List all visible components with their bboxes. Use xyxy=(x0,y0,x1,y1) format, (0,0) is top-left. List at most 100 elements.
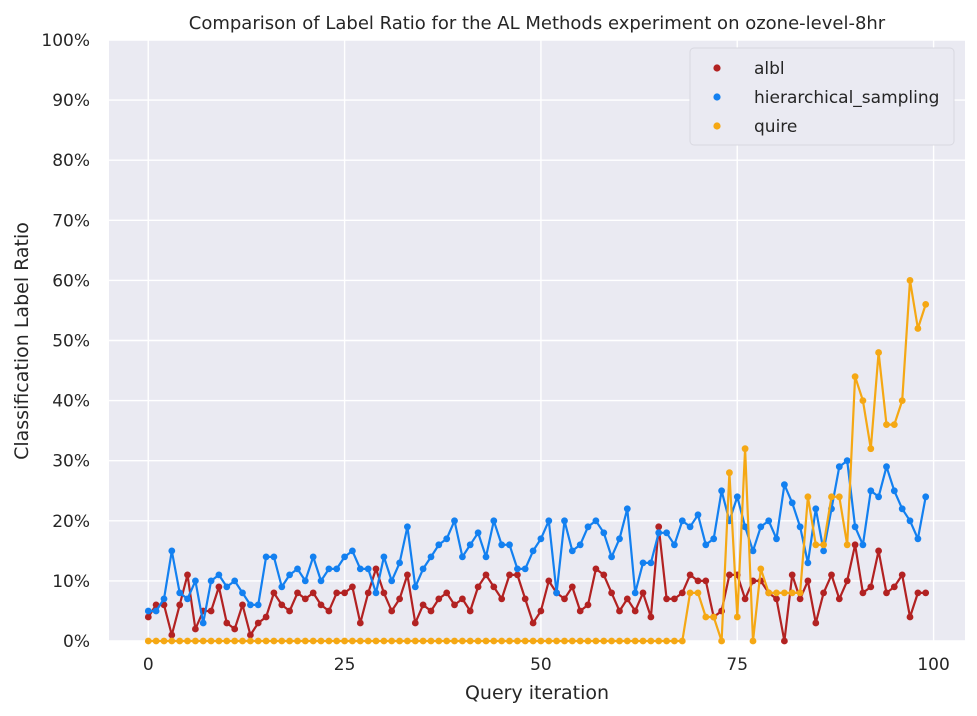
data-point-hierarchical-sampling xyxy=(812,505,820,513)
data-point-hierarchical-sampling xyxy=(883,463,890,471)
data-point-albl xyxy=(592,565,600,573)
x-tick-label: 25 xyxy=(334,655,356,675)
data-point-albl xyxy=(207,607,215,615)
data-point-quire xyxy=(168,637,176,645)
legend-label-albl: albl xyxy=(754,59,785,79)
data-point-hierarchical-sampling xyxy=(270,553,278,561)
data-point-quire xyxy=(482,637,490,645)
data-point-hierarchical-sampling xyxy=(639,559,647,567)
data-point-hierarchical-sampling xyxy=(192,577,199,585)
data-point-albl xyxy=(341,589,348,597)
data-point-quire xyxy=(309,637,317,645)
data-point-quire xyxy=(788,589,796,597)
data-point-albl xyxy=(309,589,317,597)
data-point-albl xyxy=(812,619,820,627)
data-point-albl xyxy=(741,595,749,603)
data-point-quire xyxy=(278,637,286,645)
data-point-hierarchical-sampling xyxy=(843,457,851,465)
data-point-hierarchical-sampling xyxy=(906,517,914,525)
y-tick-label: 90% xyxy=(52,91,90,111)
data-point-albl xyxy=(702,577,710,585)
data-point-hierarchical-sampling xyxy=(898,505,906,513)
data-point-albl xyxy=(529,619,537,627)
data-point-hierarchical-sampling xyxy=(584,523,592,531)
data-point-quire xyxy=(514,637,521,645)
data-point-albl xyxy=(490,583,498,591)
data-point-hierarchical-sampling xyxy=(671,541,678,549)
data-point-albl xyxy=(388,607,396,615)
data-point-albl xyxy=(843,577,851,585)
data-point-hierarchical-sampling xyxy=(773,535,780,543)
data-point-albl xyxy=(890,583,898,591)
data-point-albl xyxy=(427,607,435,615)
data-point-albl xyxy=(184,571,191,579)
data-point-quire xyxy=(757,565,765,573)
data-point-albl xyxy=(317,601,325,609)
data-point-hierarchical-sampling xyxy=(262,553,270,561)
data-point-quire xyxy=(671,637,678,645)
y-tick-label: 70% xyxy=(52,211,90,231)
data-point-hierarchical-sampling xyxy=(820,547,827,555)
data-point-quire xyxy=(749,637,757,645)
data-point-quire xyxy=(349,637,356,645)
data-point-albl xyxy=(537,607,545,615)
data-point-quire xyxy=(922,301,930,308)
data-point-albl xyxy=(301,595,309,603)
data-point-quire xyxy=(380,637,388,645)
chart-title: Comparison of Label Ratio for the AL Met… xyxy=(189,13,886,34)
data-point-hierarchical-sampling xyxy=(702,541,710,549)
data-point-hierarchical-sampling xyxy=(890,487,898,495)
data-point-albl xyxy=(655,523,663,531)
data-point-quire xyxy=(411,637,419,645)
data-point-hierarchical-sampling xyxy=(592,517,600,525)
data-point-quire xyxy=(404,637,411,645)
data-point-hierarchical-sampling xyxy=(616,535,623,543)
data-point-quire xyxy=(247,637,254,645)
y-tick-label: 40% xyxy=(52,392,90,412)
data-point-quire xyxy=(451,637,458,645)
data-point-quire xyxy=(301,637,309,645)
data-point-hierarchical-sampling xyxy=(875,493,882,501)
data-point-quire xyxy=(686,589,694,597)
data-point-albl xyxy=(286,607,293,615)
data-point-albl xyxy=(639,589,647,597)
data-point-quire xyxy=(490,637,498,645)
data-point-hierarchical-sampling xyxy=(199,619,207,627)
data-point-quire xyxy=(820,541,827,549)
data-point-albl xyxy=(506,571,513,579)
data-point-hierarchical-sampling xyxy=(419,565,427,573)
data-point-albl xyxy=(144,613,152,621)
data-point-quire xyxy=(828,493,835,501)
data-point-quire xyxy=(765,589,773,597)
data-point-quire xyxy=(608,637,615,645)
data-point-quire xyxy=(317,637,325,645)
data-point-hierarchical-sampling xyxy=(686,523,694,531)
legend-marker-albl xyxy=(713,64,721,72)
data-point-quire xyxy=(294,637,301,645)
data-point-hierarchical-sampling xyxy=(356,565,364,573)
data-point-quire xyxy=(867,445,875,453)
data-point-hierarchical-sampling xyxy=(301,577,309,585)
data-point-quire xyxy=(199,637,207,645)
data-point-albl xyxy=(820,589,827,597)
data-point-albl xyxy=(898,571,906,579)
data-point-quire xyxy=(568,637,576,645)
data-point-albl xyxy=(364,589,372,597)
data-point-albl xyxy=(270,589,278,597)
data-point-albl xyxy=(411,619,419,627)
data-point-albl xyxy=(867,583,875,591)
data-point-albl xyxy=(788,571,796,579)
legend-box xyxy=(689,47,955,146)
data-point-quire xyxy=(906,277,914,284)
data-point-hierarchical-sampling xyxy=(788,499,796,507)
data-point-hierarchical-sampling xyxy=(152,607,160,615)
data-point-albl xyxy=(678,589,686,597)
data-point-hierarchical-sampling xyxy=(309,553,317,561)
data-point-hierarchical-sampling xyxy=(655,529,663,537)
data-point-hierarchical-sampling xyxy=(490,517,498,525)
data-point-albl xyxy=(647,613,655,621)
data-point-albl xyxy=(631,607,639,615)
data-point-hierarchical-sampling xyxy=(568,547,576,555)
data-point-quire xyxy=(914,325,922,332)
data-point-hierarchical-sampling xyxy=(804,559,812,567)
